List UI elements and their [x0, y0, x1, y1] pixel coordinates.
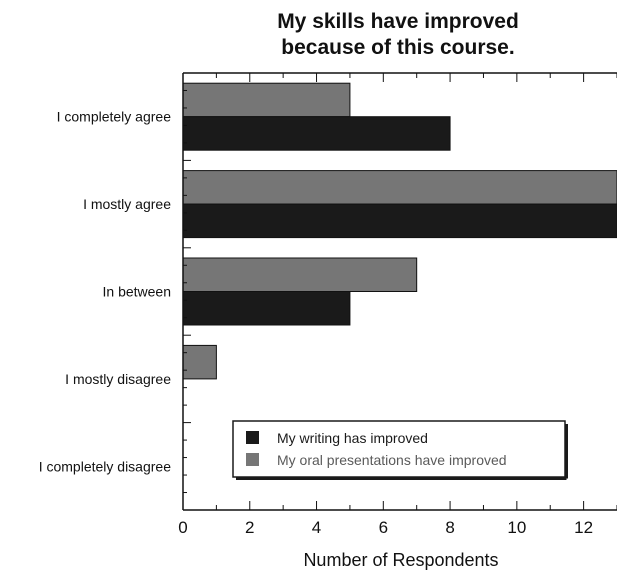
- chart-title-line-2: because of this course.: [281, 36, 514, 59]
- bar-my-writing-has-improved-i-mostly-agree: [182, 203, 617, 239]
- legend: My writing has improved My oral presenta…: [232, 420, 568, 480]
- bar-my-writing-has-improved-in-between: [182, 291, 351, 326]
- legend-swatch-writing: [246, 431, 259, 444]
- axes-layer: [182, 72, 617, 511]
- bar-my-oral-presentations-have-improved-i-mostly-agree: [182, 170, 617, 205]
- bar-my-oral-presentations-have-improved-i-completely-agree: [182, 82, 351, 118]
- legend-box: [232, 420, 566, 478]
- y-tick-label-i-mostly-agree: I mostly agree: [83, 196, 171, 212]
- y-tick-label-i-completely-disagree: I completely disagree: [39, 458, 172, 474]
- bar-my-writing-has-improved-i-completely-agree: [182, 116, 451, 151]
- legend-label-oral: My oral presentations have improved: [277, 452, 507, 468]
- x-tick-label-0: 0: [178, 518, 187, 537]
- legend-swatch-oral: [246, 453, 259, 466]
- x-tick-label-12: 12: [574, 518, 593, 537]
- y-tick-label-i-mostly-disagree: I mostly disagree: [65, 371, 171, 387]
- x-tick-label-8: 8: [445, 518, 454, 537]
- bars-layer: [182, 82, 617, 380]
- x-tick-label-4: 4: [312, 518, 321, 537]
- bar-my-oral-presentations-have-improved-i-mostly-disagree: [182, 344, 217, 380]
- legend-label-writing: My writing has improved: [277, 430, 428, 446]
- x-axis-title: Number of Respondents: [303, 550, 498, 570]
- x-tick-label-10: 10: [507, 518, 526, 537]
- x-tick-label-2: 2: [245, 518, 254, 537]
- chart-title: My skills have improved because of this …: [277, 10, 519, 59]
- chart-title-line-1: My skills have improved: [277, 10, 519, 33]
- x-tick-label-6: 6: [379, 518, 388, 537]
- y-tick-label-in-between: In between: [103, 284, 172, 300]
- labels-layer: I completely agree I mostly agree In betwe…: [39, 109, 593, 537]
- y-tick-label-i-completely-agree: I completely agree: [57, 109, 172, 125]
- bar-my-oral-presentations-have-improved-in-between: [182, 257, 418, 292]
